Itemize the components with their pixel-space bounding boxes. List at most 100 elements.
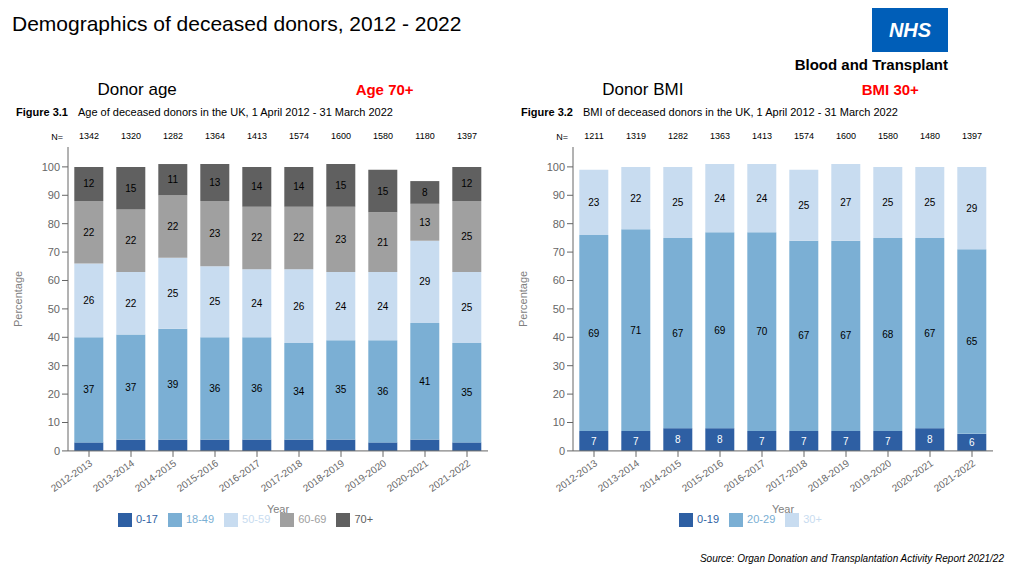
svg-text:69: 69 [714, 325, 726, 336]
svg-text:Percentage: Percentage [12, 271, 24, 327]
svg-text:7: 7 [759, 436, 765, 447]
svg-text:1413: 1413 [247, 131, 267, 141]
svg-text:2021-2022: 2021-2022 [932, 457, 978, 494]
svg-text:67: 67 [672, 328, 684, 339]
svg-text:N=: N= [51, 132, 63, 142]
svg-text:90: 90 [553, 189, 565, 201]
svg-text:2013-2014: 2013-2014 [596, 457, 642, 494]
svg-text:1580: 1580 [373, 131, 393, 141]
svg-text:1480: 1480 [920, 131, 940, 141]
svg-text:70: 70 [553, 246, 565, 258]
svg-text:7: 7 [801, 436, 807, 447]
svg-text:50: 50 [553, 303, 565, 315]
svg-text:2018-2019: 2018-2019 [301, 457, 347, 494]
svg-text:2014-2015: 2014-2015 [638, 457, 684, 494]
svg-text:23: 23 [588, 197, 600, 208]
svg-text:30: 30 [48, 360, 60, 372]
svg-text:22: 22 [125, 235, 137, 246]
svg-text:1282: 1282 [668, 131, 688, 141]
svg-text:8: 8 [927, 434, 933, 445]
svg-text:60: 60 [553, 274, 565, 286]
svg-text:30: 30 [553, 360, 565, 372]
svg-text:40: 40 [48, 331, 60, 343]
svg-text:22: 22 [167, 221, 179, 232]
svg-text:90: 90 [48, 189, 60, 201]
svg-text:11: 11 [168, 174, 179, 185]
svg-text:25: 25 [924, 197, 936, 208]
svg-text:12: 12 [461, 178, 473, 189]
svg-text:40: 40 [553, 331, 565, 343]
svg-text:27: 27 [840, 197, 852, 208]
svg-text:8: 8 [717, 434, 723, 445]
svg-text:35: 35 [335, 384, 347, 395]
svg-text:7: 7 [885, 436, 891, 447]
svg-text:2015-2016: 2015-2016 [680, 457, 726, 494]
svg-text:1413: 1413 [752, 131, 772, 141]
svg-text:25: 25 [167, 288, 179, 299]
svg-text:2017-2018: 2017-2018 [764, 457, 810, 494]
svg-text:14: 14 [293, 181, 305, 192]
svg-text:21: 21 [377, 237, 389, 248]
svg-text:29: 29 [966, 203, 978, 214]
svg-text:7: 7 [633, 436, 639, 447]
svg-text:36: 36 [377, 386, 389, 397]
svg-text:24: 24 [714, 193, 726, 204]
svg-text:36: 36 [251, 383, 263, 394]
svg-text:37: 37 [83, 384, 95, 395]
svg-text:29: 29 [419, 276, 431, 287]
svg-text:2020-2021: 2020-2021 [890, 457, 936, 494]
svg-text:24: 24 [756, 193, 768, 204]
svg-text:15: 15 [125, 183, 137, 194]
svg-text:2017-2018: 2017-2018 [259, 457, 305, 494]
svg-text:37: 37 [125, 382, 137, 393]
svg-text:67: 67 [924, 328, 936, 339]
svg-text:0: 0 [559, 445, 565, 457]
svg-text:1180: 1180 [415, 131, 434, 141]
svg-text:7: 7 [843, 436, 849, 447]
svg-text:1580: 1580 [878, 131, 898, 141]
svg-text:12: 12 [83, 178, 95, 189]
svg-text:1600: 1600 [836, 131, 856, 141]
svg-text:70: 70 [48, 246, 60, 258]
svg-text:25: 25 [461, 231, 473, 242]
svg-text:20: 20 [48, 388, 60, 400]
svg-text:0: 0 [54, 445, 60, 457]
svg-text:67: 67 [798, 330, 810, 341]
svg-text:13: 13 [419, 217, 431, 228]
svg-text:1342: 1342 [79, 131, 99, 141]
svg-text:100: 100 [547, 161, 565, 173]
svg-text:22: 22 [83, 227, 95, 238]
svg-text:2016-2017: 2016-2017 [217, 457, 263, 494]
svg-text:8: 8 [675, 434, 681, 445]
svg-text:1319: 1319 [626, 131, 646, 141]
svg-text:24: 24 [251, 298, 263, 309]
svg-text:2021-2022: 2021-2022 [427, 457, 473, 494]
svg-text:26: 26 [83, 295, 95, 306]
svg-text:10: 10 [553, 416, 565, 428]
svg-text:1282: 1282 [163, 131, 183, 141]
svg-text:22: 22 [125, 298, 137, 309]
svg-text:23: 23 [209, 228, 221, 239]
svg-text:1574: 1574 [289, 131, 309, 141]
svg-text:24: 24 [377, 301, 389, 312]
svg-text:34: 34 [293, 386, 305, 397]
svg-text:2013-2014: 2013-2014 [91, 457, 137, 494]
svg-text:8: 8 [422, 187, 428, 198]
svg-text:41: 41 [419, 376, 431, 387]
svg-text:13: 13 [209, 177, 221, 188]
svg-text:67: 67 [840, 330, 852, 341]
svg-text:15: 15 [335, 180, 347, 191]
svg-text:15: 15 [377, 186, 389, 197]
svg-text:36: 36 [209, 383, 221, 394]
svg-text:25: 25 [672, 197, 684, 208]
svg-text:70: 70 [756, 326, 768, 337]
svg-text:69: 69 [588, 328, 600, 339]
svg-text:20: 20 [553, 388, 565, 400]
svg-text:N=: N= [556, 132, 568, 142]
svg-text:2019-2020: 2019-2020 [343, 457, 389, 494]
svg-text:1397: 1397 [962, 131, 982, 141]
svg-text:1211: 1211 [584, 131, 603, 141]
svg-text:1397: 1397 [457, 131, 477, 141]
svg-text:60: 60 [48, 274, 60, 286]
svg-text:71: 71 [630, 325, 642, 336]
